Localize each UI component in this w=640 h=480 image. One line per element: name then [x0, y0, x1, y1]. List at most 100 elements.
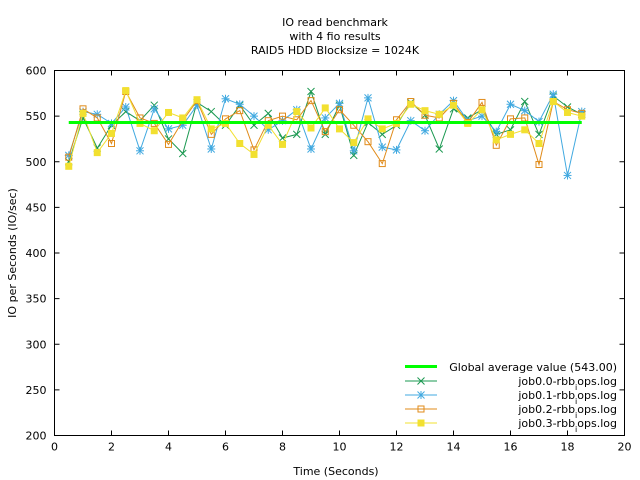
data-point	[421, 126, 429, 135]
marker-stroke	[264, 109, 273, 118]
marker-stroke	[435, 145, 444, 153]
y-tick-label: 400	[26, 247, 47, 260]
data-point	[292, 130, 301, 139]
data-point	[279, 112, 286, 120]
legend-item-0: job0.0-rbbiops.log	[405, 375, 617, 392]
data-point	[235, 100, 244, 109]
data-point	[578, 112, 586, 120]
x-tick-label: 18	[561, 441, 575, 454]
series-line	[68, 90, 582, 167]
marker-stroke	[207, 107, 216, 116]
data-point	[520, 106, 529, 115]
legend-label-main: job0.1-rbb	[517, 389, 575, 402]
data-point	[108, 140, 115, 147]
data-point	[179, 114, 187, 122]
x-tick-label: 10	[333, 441, 347, 454]
data-point	[350, 139, 358, 147]
series-2	[65, 87, 586, 168]
data-point	[150, 127, 158, 135]
legend-label-subscript: i	[575, 397, 577, 406]
data-point	[435, 145, 444, 153]
data-point	[549, 90, 558, 99]
data-point	[207, 107, 216, 116]
x-tick-label: 14	[447, 441, 461, 454]
legend-average-label: Global average value (543.00)	[449, 361, 617, 374]
data-point	[165, 108, 172, 116]
data-point	[520, 97, 529, 106]
data-point	[79, 109, 87, 117]
data-point	[478, 106, 486, 114]
marker-stroke	[278, 134, 287, 142]
legend-marker-swatch	[417, 377, 425, 385]
data-point	[65, 162, 73, 170]
legend-marker-swatch	[417, 391, 425, 399]
legend-series-label: job0.2-rbbiops.log	[517, 403, 617, 420]
marker-stroke	[292, 130, 301, 139]
legend-marker-swatch	[417, 419, 425, 427]
data-point	[93, 149, 101, 157]
data-point	[364, 115, 372, 123]
data-point	[236, 140, 244, 147]
x-tick-label: 0	[51, 441, 58, 454]
data-point	[221, 94, 230, 103]
legend-label-main: job0.2-rbb	[517, 403, 575, 416]
legend-item-3: job0.3-rbbiops.log	[405, 417, 617, 434]
legend-label-tail: ops.log	[577, 389, 617, 402]
data-point	[549, 98, 557, 106]
data-point	[165, 140, 172, 148]
data-point	[122, 87, 130, 95]
legend-series-label: job0.0-rbbiops.log	[517, 375, 617, 392]
data-point	[506, 100, 515, 109]
data-point	[507, 130, 514, 138]
data-point	[321, 128, 329, 136]
data-point	[278, 134, 287, 142]
y-tick-label: 600	[26, 65, 47, 78]
legend-label-main: job0.3-rbb	[517, 417, 575, 430]
data-point	[150, 104, 159, 113]
legend-series-label: job0.3-rbbiops.log	[517, 417, 617, 434]
y-tick-label: 550	[26, 110, 47, 123]
data-point	[207, 144, 216, 153]
title-line-1: IO read benchmark	[282, 16, 388, 29]
data-point	[378, 143, 387, 152]
data-point	[364, 93, 372, 102]
data-point	[307, 87, 315, 96]
data-point	[478, 98, 486, 106]
data-point	[378, 160, 386, 168]
y-tick-label: 500	[26, 156, 47, 169]
marker-stroke	[178, 149, 187, 158]
y-axis-label: IO per Seconds (IO/sec)	[6, 188, 19, 318]
data-point	[321, 104, 329, 112]
legend-label-subscript: i	[575, 383, 577, 392]
data-point	[293, 108, 301, 116]
data-point	[435, 110, 443, 118]
data-point	[421, 107, 429, 115]
data-point	[563, 171, 572, 180]
y-tick-label: 200	[26, 430, 47, 443]
axis-ticks: 0 2 4 6 8 10 12 14 16 18 20 200 250 300 350 400 450 500 55…	[26, 65, 632, 454]
legend-label-main: job0.0-rbb	[517, 375, 575, 388]
data-point	[336, 106, 343, 114]
legend-series-label: job0.1-rbbiops.log	[517, 389, 617, 406]
x-axis-label: Time (Seconds)	[292, 465, 378, 478]
data-point	[121, 103, 130, 111]
legend-label-tail: ops.log	[577, 375, 617, 388]
y-tick-label: 300	[26, 338, 47, 351]
x-tick-label: 2	[108, 441, 115, 454]
data-point	[535, 160, 543, 168]
data-point	[492, 136, 500, 144]
data-point	[307, 144, 315, 153]
data-point	[349, 146, 358, 155]
data-point	[364, 138, 372, 146]
data-point	[207, 125, 215, 133]
data-point	[392, 145, 401, 154]
title-line-3: RAID5 HDD Blocksize = 1024K	[251, 44, 420, 57]
data-point	[521, 114, 529, 122]
legend-label-tail: ops.log	[577, 403, 617, 416]
series-layer	[64, 87, 586, 180]
marker-stroke	[307, 87, 315, 96]
data-point	[193, 96, 201, 104]
data-point	[307, 97, 315, 105]
legend-label-subscript: i	[575, 425, 577, 434]
data-point	[164, 124, 173, 133]
